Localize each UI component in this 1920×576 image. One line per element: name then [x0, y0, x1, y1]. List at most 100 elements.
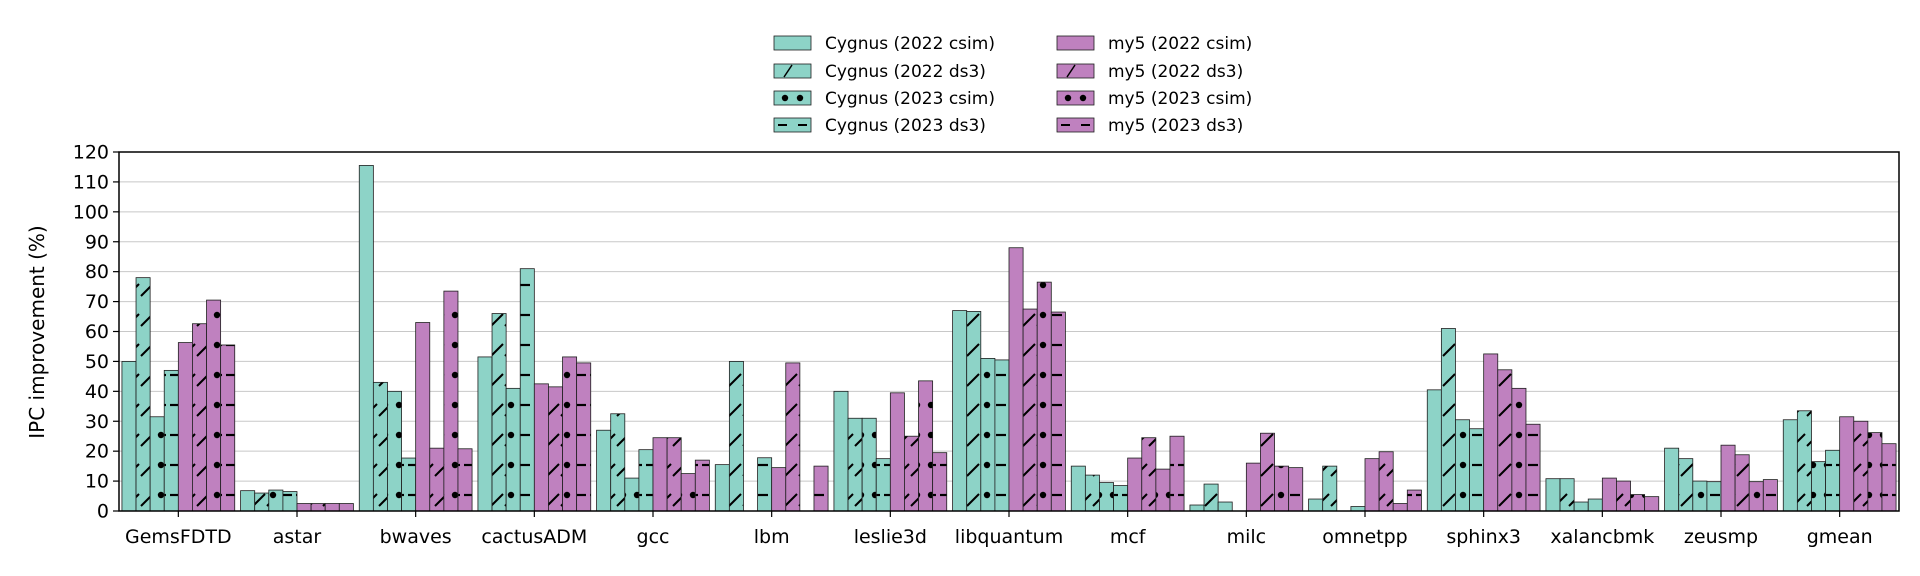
legend-label: Cygnus (2023 csim) — [825, 89, 995, 109]
x-tick-label: lbm — [754, 526, 790, 548]
bar — [372, 381, 388, 512]
bar — [206, 299, 222, 512]
y-tick-label: 100 — [73, 201, 109, 223]
bar — [1469, 428, 1485, 512]
bar — [1692, 480, 1708, 512]
bar — [1782, 419, 1798, 512]
bar — [1406, 489, 1422, 512]
y-tick-label: 0 — [97, 501, 109, 523]
bar — [1127, 457, 1143, 512]
bar — [833, 390, 849, 512]
bar — [1036, 281, 1052, 512]
bar — [666, 437, 682, 512]
bar — [121, 361, 137, 512]
bar — [1762, 479, 1778, 512]
legend-entry: Cygnus (2023 ds3) — [773, 116, 986, 136]
bar — [548, 386, 563, 512]
bars — [121, 165, 1897, 512]
legend-swatch — [773, 90, 812, 106]
y-tick-label: 10 — [85, 471, 109, 493]
bar — [785, 362, 801, 512]
x-tick-label: xalancbmk — [1550, 526, 1654, 548]
y-tick-label: 110 — [73, 171, 109, 193]
bar — [1050, 311, 1066, 512]
bar — [1455, 419, 1470, 512]
bar — [771, 467, 787, 512]
bar — [443, 290, 459, 512]
bar — [1189, 504, 1205, 512]
legend-swatch — [1056, 90, 1095, 106]
y-tick-label: 50 — [85, 351, 109, 373]
x-tick-label: GemsFDTD — [125, 526, 232, 548]
y-tick-label: 30 — [85, 411, 109, 433]
bar — [135, 277, 151, 512]
legend-label: my5 (2022 csim) — [1108, 34, 1252, 54]
bar — [240, 490, 256, 512]
bar — [680, 473, 696, 512]
bar — [338, 503, 354, 512]
bar — [1392, 503, 1408, 512]
bar — [401, 457, 417, 512]
legend-label: my5 (2023 csim) — [1108, 89, 1252, 109]
bar — [477, 356, 493, 512]
bar — [1601, 477, 1617, 512]
legend-entry: my5 (2023 ds3) — [1056, 116, 1243, 136]
bar — [1706, 481, 1722, 512]
x-tick-label: libquantum — [955, 526, 1063, 548]
bar — [358, 165, 374, 512]
bar — [1559, 478, 1575, 512]
y-tick-label: 70 — [85, 291, 109, 313]
x-tick-label: astar — [273, 526, 322, 548]
bar — [310, 503, 326, 512]
bar — [1825, 449, 1841, 512]
bar — [861, 417, 877, 512]
bar — [1644, 496, 1660, 512]
bar — [728, 361, 744, 512]
bar — [1734, 454, 1750, 512]
bar — [1720, 444, 1736, 512]
bar — [904, 435, 919, 512]
x-tick-label: milc — [1227, 526, 1267, 548]
bar — [1587, 498, 1603, 512]
legend-label: Cygnus (2022 ds3) — [825, 62, 986, 82]
bar — [1274, 465, 1290, 512]
bar — [1203, 483, 1219, 512]
bar — [966, 311, 982, 512]
x-tick-label: gmean — [1807, 526, 1873, 548]
bar — [282, 491, 298, 512]
bar — [1155, 468, 1171, 512]
legend-label: Cygnus (2023 ds3) — [825, 116, 986, 136]
bar — [177, 342, 193, 512]
bar — [268, 489, 284, 512]
bar — [1364, 458, 1380, 512]
bar — [163, 369, 179, 512]
y-tick-label: 40 — [85, 381, 109, 403]
bar — [1867, 432, 1883, 512]
legend-swatch — [773, 117, 812, 133]
bar — [596, 429, 612, 512]
bar — [1288, 467, 1304, 512]
x-tick-label: omnetpp — [1322, 526, 1407, 548]
bar — [1811, 461, 1826, 512]
bar — [980, 358, 996, 512]
bar — [1839, 416, 1855, 512]
bar — [1022, 308, 1038, 512]
bar — [1141, 437, 1157, 512]
bar — [254, 492, 270, 512]
bar — [610, 413, 626, 512]
bar — [1084, 474, 1100, 512]
bar — [1748, 481, 1764, 512]
legend-label: my5 (2023 ds3) — [1108, 116, 1243, 136]
bar — [1678, 458, 1694, 512]
bar — [149, 416, 165, 512]
y-tick-label: 20 — [85, 441, 109, 463]
bar — [1308, 498, 1324, 512]
legend: Cygnus (2022 csim) Cygnus (2022 ds3) Cygnu… — [773, 34, 1252, 136]
y-tick-label: 90 — [85, 231, 109, 253]
legend-swatch — [1056, 117, 1095, 133]
bar — [576, 362, 592, 512]
bar — [1260, 432, 1275, 512]
y-tick-label: 120 — [73, 142, 109, 164]
bar — [1483, 353, 1499, 512]
